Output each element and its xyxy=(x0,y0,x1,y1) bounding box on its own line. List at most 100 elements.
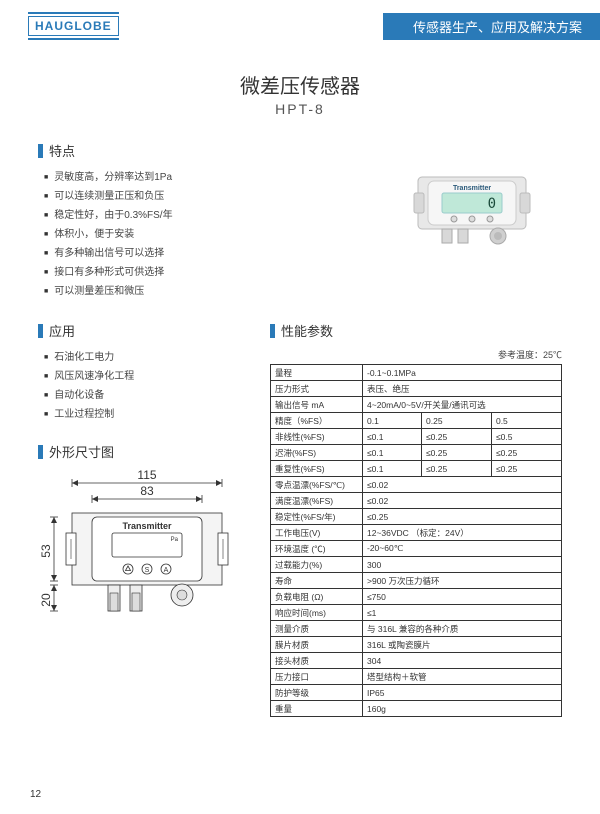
table-row: 非线性(%FS)≤0.1≤0.25≤0.5 xyxy=(271,429,562,445)
table-row: 迟滞(%FS)≤0.1≤0.25≤0.25 xyxy=(271,445,562,461)
table-row: 重复性(%FS)≤0.1≤0.25≤0.25 xyxy=(271,461,562,477)
header-tagline: 传感器生产、应用及解决方案 xyxy=(383,13,600,40)
table-row: 工作电压(V)12~36VDC （标定：24V） xyxy=(271,525,562,541)
product-model: HPT-8 xyxy=(0,101,600,117)
feature-item: 接口有多种形式可供选择 xyxy=(44,263,362,282)
spec-value: ≤0.25 xyxy=(422,429,492,445)
dim-width-body: 83 xyxy=(140,484,154,498)
table-row: 零点温漂(%FS/℃)≤0.02 xyxy=(271,477,562,493)
dim-height-port: 20 xyxy=(39,593,53,607)
spec-value: >900 万次压力循环 xyxy=(363,573,562,589)
spec-value: 塔型结构＋软管 xyxy=(363,669,562,685)
spec-reference-temp: 参考温度：25℃ xyxy=(270,348,562,361)
spec-table: 量程-0.1~0.1MPa压力形式表压、绝压输出信号 mA4~20mA/0~5V… xyxy=(270,364,562,717)
section-features-heading: 特点 xyxy=(38,141,362,160)
spec-key: 重复性(%FS) xyxy=(271,461,363,477)
product-title: 微差压传感器 xyxy=(0,70,600,99)
feature-item: 体积小，便于安装 xyxy=(44,225,362,244)
page-number: 12 xyxy=(30,789,41,800)
heading-bar-icon xyxy=(38,144,43,158)
spec-value: ≤0.25 xyxy=(422,461,492,477)
table-row: 膜片材质316L 或陶瓷膜片 xyxy=(271,637,562,653)
spec-key: 输出信号 mA xyxy=(271,397,363,413)
spec-value: ≤0.02 xyxy=(363,477,562,493)
spec-key: 膜片材质 xyxy=(271,637,363,653)
table-row: 负载电阻 (Ω)≤750 xyxy=(271,589,562,605)
table-row: 测量介质与 316L 兼容的各种介质 xyxy=(271,621,562,637)
spec-value: ≤0.25 xyxy=(422,445,492,461)
application-item: 自动化设备 xyxy=(44,386,248,405)
drawing-btn-s: S xyxy=(145,567,150,574)
spec-key: 零点温漂(%FS/℃) xyxy=(271,477,363,493)
application-item: 风压风速净化工程 xyxy=(44,367,248,386)
table-row: 寿命>900 万次压力循环 xyxy=(271,573,562,589)
spec-value: ≤0.1 xyxy=(363,461,422,477)
product-photo: Transmitter 0 xyxy=(412,159,532,259)
spec-key: 量程 xyxy=(271,365,363,381)
heading-bar-icon xyxy=(38,324,43,338)
spec-key: 工作电压(V) xyxy=(271,525,363,541)
spec-key: 满度温漂(%FS) xyxy=(271,493,363,509)
spec-value: 316L 或陶瓷膜片 xyxy=(363,637,562,653)
spec-key: 精度（%FS） xyxy=(271,413,363,429)
table-row: 输出信号 mA4~20mA/0~5V/开关量/通讯可选 xyxy=(271,397,562,413)
table-row: 满度温漂(%FS)≤0.02 xyxy=(271,493,562,509)
table-row: 防护等级IP65 xyxy=(271,685,562,701)
spec-value: 300 xyxy=(363,557,562,573)
spec-value: 0.25 xyxy=(422,413,492,429)
spec-value: 160g xyxy=(363,701,562,717)
spec-key: 压力接口 xyxy=(271,669,363,685)
spec-value: 表压、绝压 xyxy=(363,381,562,397)
table-row: 压力形式表压、绝压 xyxy=(271,381,562,397)
heading-bar-icon xyxy=(270,324,275,338)
dim-height-body: 53 xyxy=(39,544,53,558)
spec-value: 与 316L 兼容的各种介质 xyxy=(363,621,562,637)
spec-key: 迟滞(%FS) xyxy=(271,445,363,461)
table-row: 压力接口塔型结构＋软管 xyxy=(271,669,562,685)
feature-item: 可以测量差压和微压 xyxy=(44,282,362,301)
spec-key: 测量介质 xyxy=(271,621,363,637)
table-row: 接头材质304 xyxy=(271,653,562,669)
spec-value: 0.1 xyxy=(363,413,422,429)
brand-logo: HAUGLOBE xyxy=(28,16,119,36)
spec-value: 12~36VDC （标定：24V） xyxy=(363,525,562,541)
feature-item: 可以连续测量正压和负压 xyxy=(44,187,362,206)
spec-value: ≤0.1 xyxy=(363,429,422,445)
spec-value: IP65 xyxy=(363,685,562,701)
applications-list: 石油化工电力风压风速净化工程自动化设备工业过程控制 xyxy=(38,348,248,424)
drawing-btn-a: A xyxy=(164,567,169,574)
table-row: 环境温度 (℃)-20~60℃ xyxy=(271,541,562,557)
table-row: 过载能力(%)300 xyxy=(271,557,562,573)
spec-value: ≤0.25 xyxy=(491,461,561,477)
table-row: 精度（%FS）0.10.250.5 xyxy=(271,413,562,429)
spec-value: ≤0.25 xyxy=(363,509,562,525)
features-list: 灵敏度高，分辨率达到1Pa可以连续测量正压和负压稳定性好，由于0.3%FS/年体… xyxy=(38,168,362,301)
feature-item: 灵敏度高，分辨率达到1Pa xyxy=(44,168,362,187)
spec-key: 接头材质 xyxy=(271,653,363,669)
application-item: 工业过程控制 xyxy=(44,405,248,424)
section-applications-heading: 应用 xyxy=(38,321,248,340)
table-row: 响应时间(ms)≤1 xyxy=(271,605,562,621)
spec-key: 稳定性(%FS/年) xyxy=(271,509,363,525)
drawing-unit-label: Pa xyxy=(171,537,179,543)
section-applications-label: 应用 xyxy=(49,321,75,340)
spec-value: ≤0.02 xyxy=(363,493,562,509)
device-reading: 0 xyxy=(488,196,496,212)
application-item: 石油化工电力 xyxy=(44,348,248,367)
spec-key: 过载能力(%) xyxy=(271,557,363,573)
feature-item: 稳定性好，由于0.3%FS/年 xyxy=(44,206,362,225)
section-features-label: 特点 xyxy=(49,141,75,160)
heading-bar-icon xyxy=(38,445,43,459)
spec-value: 304 xyxy=(363,653,562,669)
spec-key: 非线性(%FS) xyxy=(271,429,363,445)
spec-value: 4~20mA/0~5V/开关量/通讯可选 xyxy=(363,397,562,413)
spec-value: ≤0.5 xyxy=(491,429,561,445)
spec-key: 压力形式 xyxy=(271,381,363,397)
spec-value: 0.5 xyxy=(491,413,561,429)
dimension-drawing: 115 83 Transmit xyxy=(38,469,248,642)
section-specs-heading: 性能参数 xyxy=(270,321,562,340)
spec-key: 负载电阻 (Ω) xyxy=(271,589,363,605)
feature-item: 有多种输出信号可以选择 xyxy=(44,244,362,263)
title-block: 微差压传感器 HPT-8 xyxy=(0,70,600,117)
spec-value: ≤750 xyxy=(363,589,562,605)
